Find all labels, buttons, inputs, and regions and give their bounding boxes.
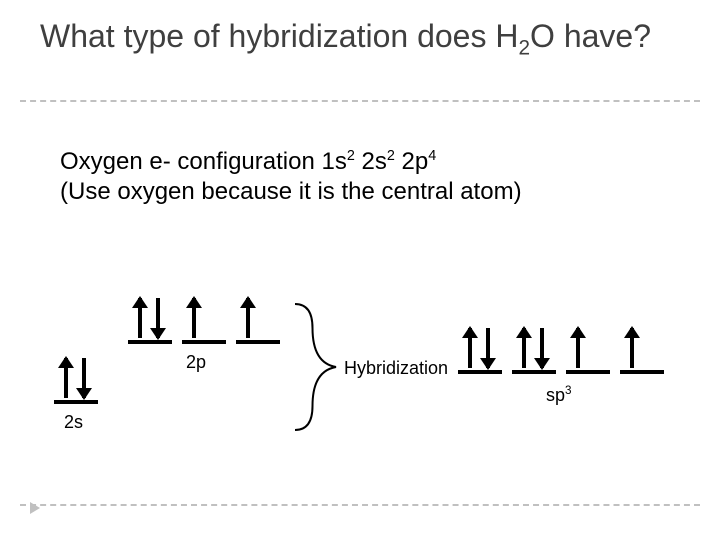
config-pre: Oxygen e- configuration 1s (60, 148, 347, 175)
arrow-down-icon (82, 358, 86, 398)
orbital-slot (512, 326, 556, 374)
orbital-slot (182, 296, 226, 344)
title-post: O have? (530, 18, 651, 54)
arrow-down-icon (156, 298, 160, 338)
arrow-up-icon (576, 328, 580, 368)
arrow-up-icon (468, 328, 472, 368)
sp3-exp: 3 (565, 384, 572, 397)
orbital-slot (458, 326, 502, 374)
divider-top (20, 100, 700, 102)
config-s2: 2 (387, 148, 395, 164)
arrow-up-icon (522, 328, 526, 368)
arrow-up-icon (630, 328, 634, 368)
corner-marker-icon (30, 502, 40, 514)
orbital-slot (566, 326, 610, 374)
note-line: (Use oxygen because it is the central at… (60, 178, 522, 206)
orbital-label-2s: 2s (64, 412, 83, 433)
arrow-up-icon (246, 298, 250, 338)
config-s1: 2 (347, 148, 355, 164)
arrow-up-icon (138, 298, 142, 338)
hybridization-label: Hybridization (344, 358, 448, 379)
divider-bottom (20, 504, 700, 506)
arrow-up-icon (64, 358, 68, 398)
arrow-down-icon (540, 328, 544, 368)
title-sub: 2 (518, 36, 530, 59)
title-pre: What type of hybridization does H (40, 18, 518, 54)
orbital-label-2p: 2p (186, 352, 206, 373)
sp3-label: sp3 (546, 384, 572, 406)
orbital-slot (620, 326, 664, 374)
arrow-down-icon (486, 328, 490, 368)
slide: What type of hybridization does H2O have… (0, 0, 720, 540)
brace-icon (290, 302, 340, 432)
config-mid1: 2s (355, 148, 387, 175)
config-s3: 4 (428, 148, 436, 164)
orbital-slot (236, 296, 280, 344)
orbital-slot (128, 296, 172, 344)
arrow-up-icon (192, 298, 196, 338)
orbital-slot (54, 356, 98, 404)
sp3-base: sp (546, 385, 565, 405)
slide-title: What type of hybridization does H2O have… (40, 18, 680, 60)
config-mid2: 2p (395, 148, 428, 175)
config-line: Oxygen e- configuration 1s2 2s2 2p4 (60, 148, 436, 176)
